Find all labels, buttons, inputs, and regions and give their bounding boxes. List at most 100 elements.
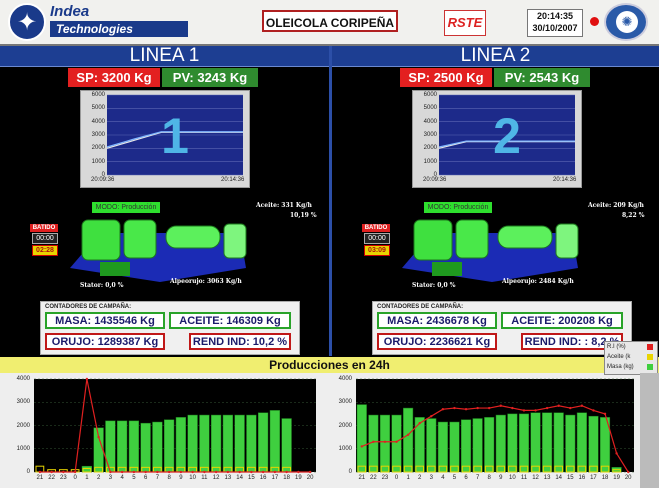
masa-bar: [246, 414, 257, 473]
stator-value: Stator: 0,0 %: [80, 282, 124, 289]
masa-bar: [222, 414, 233, 473]
production-x-tick: 15: [566, 475, 574, 481]
production-x-tick: 12: [212, 475, 220, 481]
trend-y-tick: 4000: [91, 118, 105, 125]
machinery-graphic[interactable]: [392, 198, 582, 286]
setpoint: SP: 2500 Kg: [400, 68, 492, 87]
masa-bar: [414, 417, 425, 473]
masa-bar: [495, 414, 506, 473]
trend-y-tick: 0: [101, 172, 105, 178]
masa-bar: [152, 421, 163, 473]
ri-point: [62, 470, 65, 474]
trend-start-time: 20:09:36: [91, 177, 115, 183]
production-x-tick: 9: [179, 475, 183, 481]
alarm-led[interactable]: [590, 17, 599, 26]
ri-point: [73, 470, 77, 474]
production-x-tick: 4: [120, 475, 124, 481]
masa-bar: [472, 418, 483, 473]
masa-counter: MASA: 2436678 Kg: [377, 312, 497, 329]
aceite-bar: [392, 465, 401, 473]
ri-point: [179, 470, 183, 474]
ri-point: [360, 445, 363, 448]
line-divider: [329, 46, 332, 356]
production-x-tick: 14: [236, 475, 243, 481]
line-panel-1: LINEA 1 SP: 3200 Kg PV: 3243 Kg 6000 5000 400…: [0, 46, 329, 357]
counters-title: CONTADORES DE CAMPAÑA:: [45, 304, 132, 310]
masa-bar: [518, 413, 530, 473]
masa-bar: [542, 412, 553, 473]
ri-point: [250, 470, 253, 474]
masa-bar: [234, 414, 245, 473]
production-x-tick: 4: [441, 475, 445, 481]
malaxer-left: [413, 219, 453, 261]
masa-bar: [553, 412, 564, 473]
ri-point: [627, 470, 630, 474]
line-number: 1: [161, 108, 189, 164]
ri-point: [273, 470, 277, 474]
decanter: [165, 225, 221, 249]
aceite-bar: [589, 465, 598, 473]
ri-point: [569, 406, 572, 410]
legend-masa: Masa (kg): [607, 364, 634, 370]
counters-title: CONTADORES DE CAMPAÑA:: [377, 304, 464, 310]
production-x-tick: 23: [60, 475, 67, 481]
aceite-bar: [519, 465, 529, 473]
masa-counter: MASA: 1435546 Kg: [45, 312, 165, 329]
aceite-bar: [82, 468, 92, 473]
aceite-percent: 8,22 %: [622, 212, 645, 219]
aceite-bar: [94, 466, 103, 473]
legend-masa-swatch: [647, 364, 653, 370]
production-plot: [356, 378, 634, 474]
production-y-tick: 1000: [16, 445, 30, 452]
aceite-bar: [473, 465, 482, 473]
ri-point: [534, 409, 537, 412]
aceite-bar: [496, 465, 506, 473]
production-x-tick: 5: [452, 475, 457, 481]
seal-icon: ✺: [616, 11, 638, 33]
ri-line: [39, 378, 311, 473]
production-chart-2: 4000 3000 2000 1000 0 21 22 23 0 1 2 3 4 5 6 7 8 9 10 11 12 1…: [322, 373, 640, 488]
aceite-bar: [508, 465, 517, 473]
ri-point: [511, 406, 514, 410]
production-x-tick: 1: [85, 475, 89, 481]
trend-y-tick: 1000: [91, 158, 105, 165]
header-bar: ✦ Indea Technologies OLEICOLA CORIPEÑA R…: [0, 0, 659, 46]
production-x-tick: 18: [283, 475, 290, 481]
trend-plot: [438, 94, 575, 176]
clock-time: 20:14:35: [536, 11, 574, 21]
production-x-tick: 20: [624, 475, 632, 481]
production-x-tick: 11: [201, 475, 208, 481]
production-x-tick: 8: [167, 475, 171, 481]
masa-bar: [530, 412, 541, 473]
masa-bar: [281, 418, 292, 473]
masa-bar: [379, 414, 391, 473]
production-y-tick: 4000: [16, 376, 30, 382]
production-x-tick: 23: [381, 475, 389, 481]
malaxer-right: [123, 219, 157, 259]
production-x-tick: 21: [36, 475, 44, 481]
trend-line-pv: [438, 140, 575, 148]
legend-aceite: Aceite (k: [607, 354, 631, 360]
ri-point: [97, 435, 100, 439]
machinery-svg: [402, 219, 579, 282]
trend-y-tick: 3000: [423, 132, 437, 138]
ri-point: [203, 470, 206, 474]
ri-point: [144, 470, 147, 474]
production-x-tick: 2: [96, 475, 101, 481]
machinery-graphic[interactable]: [60, 198, 250, 286]
trend-plot: [106, 94, 243, 176]
batido-timer-1: 00:00: [364, 233, 390, 244]
chart-scrollbar[interactable]: [640, 373, 659, 488]
line-panel-2: LINEA 2 SP: 2500 Kg PV: 2543 Kg 6000 5000 400…: [332, 46, 659, 357]
production-y-tick: 0: [348, 469, 352, 475]
aceite-bar: [542, 465, 552, 473]
ri-point: [545, 406, 549, 410]
alpeorujo-rate: Alpeorujo: 2484 Kg/h: [502, 278, 574, 285]
production-plot: [34, 377, 316, 474]
masa-bar: [507, 413, 518, 473]
production-x-tick: 15: [248, 475, 255, 481]
production-y-tick: 3000: [16, 399, 30, 406]
production-x-tick: 11: [520, 475, 528, 481]
pump: [432, 262, 462, 276]
plot-area: [356, 379, 634, 472]
